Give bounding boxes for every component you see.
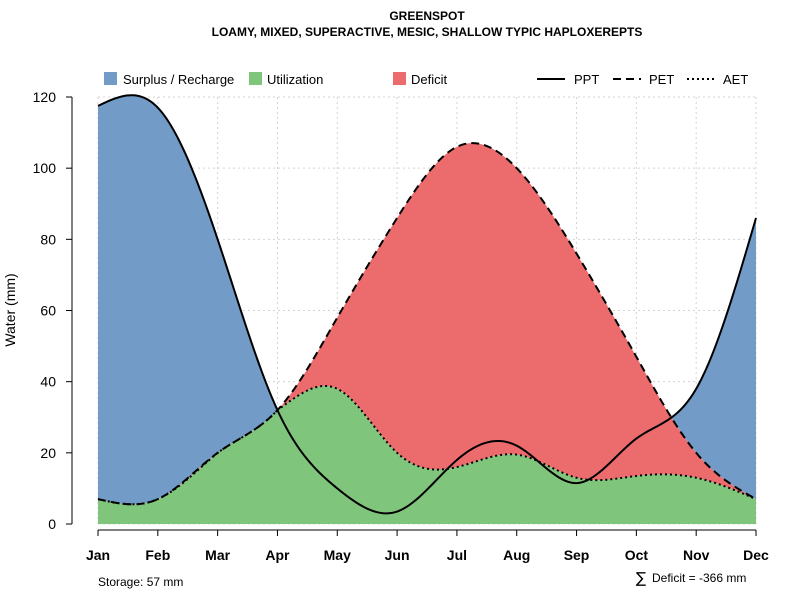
chart-subtitle: LOAMY, MIXED, SUPERACTIVE, MESIC, SHALLO… <box>212 25 643 39</box>
line-ppt <box>97 94 757 515</box>
y-tick-label-40: 40 <box>40 374 56 390</box>
x-tick-label-feb: Feb <box>145 547 170 563</box>
line-pet <box>97 142 757 506</box>
x-tick-label-mar: Mar <box>205 547 230 563</box>
legend-label-ppt: PPT <box>574 72 599 87</box>
legend-label-aet: AET <box>723 72 748 87</box>
x-tick-label-jan: Jan <box>86 547 110 563</box>
deficit-note: Deficit = -366 mm <box>652 571 746 585</box>
legend-swatch-surplus <box>104 72 117 85</box>
legend: Surplus / Recharge Utilization Deficit P… <box>104 72 748 87</box>
legend-label-utilization: Utilization <box>267 72 323 87</box>
x-tick-label-apr: Apr <box>265 547 290 563</box>
sum-symbol-icon: ∑ <box>636 569 646 587</box>
legend-label-deficit: Deficit <box>411 72 448 87</box>
y-tick-label-20: 20 <box>40 445 56 461</box>
y-tick-label-120: 120 <box>33 89 57 105</box>
x-tick-label-dec: Dec <box>743 547 769 563</box>
x-tick-label-aug: Aug <box>503 547 530 563</box>
x-tick-label-jul: Jul <box>447 547 467 563</box>
x-tick-label-oct: Oct <box>625 547 649 563</box>
axes: 0 20 40 60 80 100 120 Jan Feb Mar Apr May Jun Jul Aug S… <box>33 89 769 563</box>
area-deficit <box>98 143 756 505</box>
legend-swatch-deficit <box>393 72 406 85</box>
storage-note: Storage: 57 mm <box>98 575 183 589</box>
x-tick-label-nov: Nov <box>683 547 710 563</box>
area-surplus <box>98 95 756 505</box>
area-fills <box>98 95 756 524</box>
line-aet <box>97 384 757 506</box>
x-tick-label-jun: Jun <box>385 547 410 563</box>
area-utilization <box>98 385 756 524</box>
x-tick-label-may: May <box>324 547 351 563</box>
legend-label-surplus: Surplus / Recharge <box>123 72 234 87</box>
y-tick-label-0: 0 <box>48 516 56 532</box>
chart-title: GREENSPOT <box>389 9 465 23</box>
legend-label-pet: PET <box>649 72 674 87</box>
legend-swatch-utilization <box>249 72 262 85</box>
y-tick-label-100: 100 <box>33 160 57 176</box>
y-axis-label: Water (mm) <box>2 273 18 346</box>
y-tick-label-60: 60 <box>40 303 56 319</box>
y-tick-label-80: 80 <box>40 231 56 247</box>
x-tick-label-sep: Sep <box>564 547 590 563</box>
series-lines <box>97 94 757 515</box>
